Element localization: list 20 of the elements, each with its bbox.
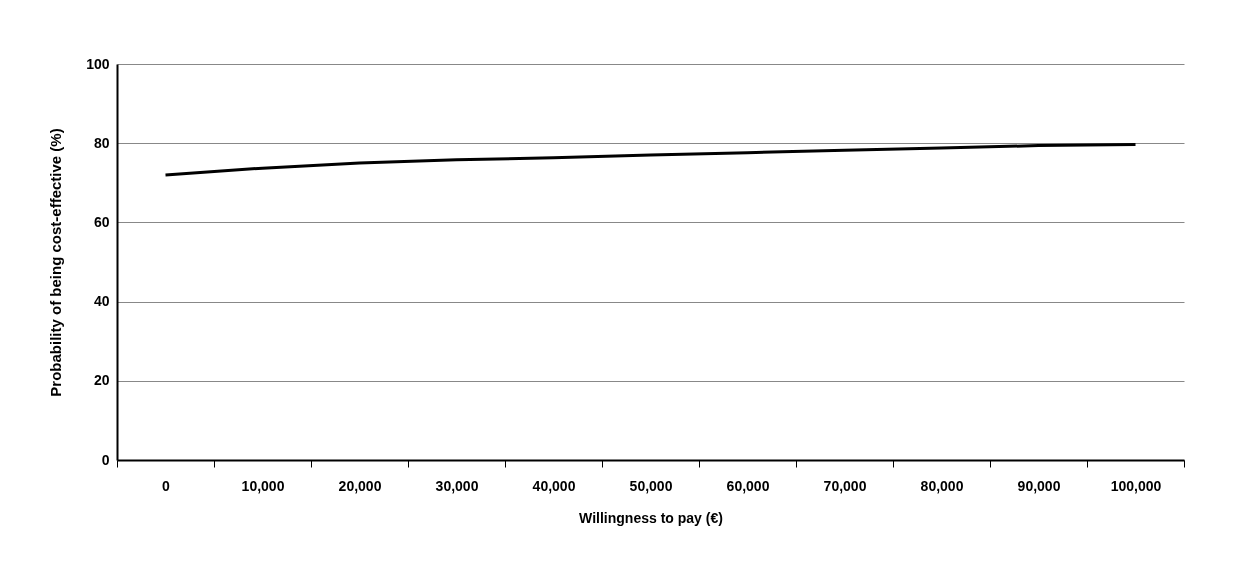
x-tick-label: 0 bbox=[162, 477, 171, 494]
y-tick-label: 60 bbox=[93, 213, 110, 230]
x-tick-label: 50,000 bbox=[629, 477, 673, 494]
y-tick-label: 20 bbox=[93, 372, 110, 389]
x-tick-label: 30,000 bbox=[435, 477, 479, 494]
y-tick-label: 80 bbox=[93, 134, 110, 151]
x-tick-label: 10,000 bbox=[241, 477, 285, 494]
y-tick-label: 0 bbox=[101, 451, 110, 468]
x-tick-label: 20,000 bbox=[338, 477, 382, 494]
line-series bbox=[164, 142, 1137, 177]
y-tick-label: 100 bbox=[86, 55, 110, 72]
x-axis-title: Willingness to pay (€) bbox=[579, 509, 723, 526]
x-tick-label: 90,000 bbox=[1017, 477, 1061, 494]
y-tick-label: 40 bbox=[93, 293, 110, 310]
y-axis-title: Probability of being cost-effective (%) bbox=[47, 128, 65, 397]
x-tick-label: 60,000 bbox=[726, 477, 770, 494]
x-tick-label: 100,000 bbox=[1110, 477, 1162, 494]
x-tick-label: 80,000 bbox=[920, 477, 964, 494]
x-tick-label: 70,000 bbox=[823, 477, 867, 494]
x-tick-label: 40,000 bbox=[532, 477, 576, 494]
